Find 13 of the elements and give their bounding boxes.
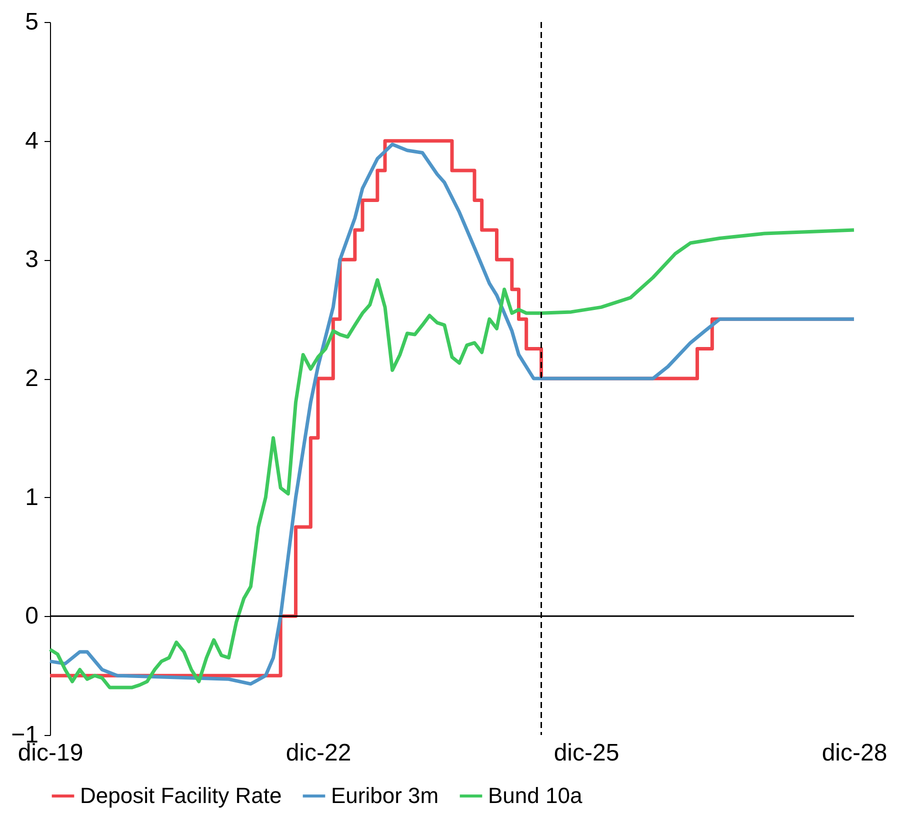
y-tick-label: 5 [25, 8, 38, 36]
y-tick-label: 0 [25, 602, 38, 630]
x-tick-label: dic-25 [554, 740, 620, 766]
x-tick-label: dic-22 [286, 740, 352, 766]
y-tick-label: 2 [25, 365, 38, 392]
y-tick-label: 3 [25, 246, 38, 274]
legend-label: Deposit Facility Rate [80, 783, 282, 808]
y-tick-label: 1 [25, 484, 38, 511]
x-tick-label: dic-28 [822, 740, 888, 766]
line-series [48, 228, 856, 690]
y-tick-label: 4 [25, 127, 38, 154]
legend-label: Euribor 3m [331, 783, 439, 808]
legend-label: Bund 10a [488, 783, 583, 808]
